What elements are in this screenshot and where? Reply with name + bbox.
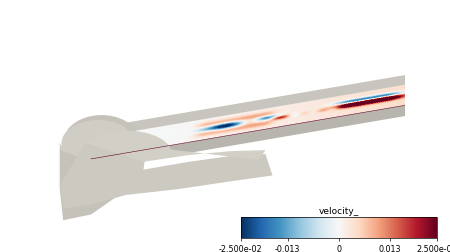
Polygon shape — [70, 106, 405, 175]
Polygon shape — [60, 120, 135, 166]
Polygon shape — [60, 133, 273, 209]
Polygon shape — [70, 117, 102, 175]
Title: velocity_: velocity_ — [319, 206, 359, 215]
Polygon shape — [70, 138, 96, 175]
Polygon shape — [86, 131, 266, 162]
Polygon shape — [70, 159, 91, 175]
Polygon shape — [60, 116, 136, 220]
Polygon shape — [96, 75, 410, 138]
